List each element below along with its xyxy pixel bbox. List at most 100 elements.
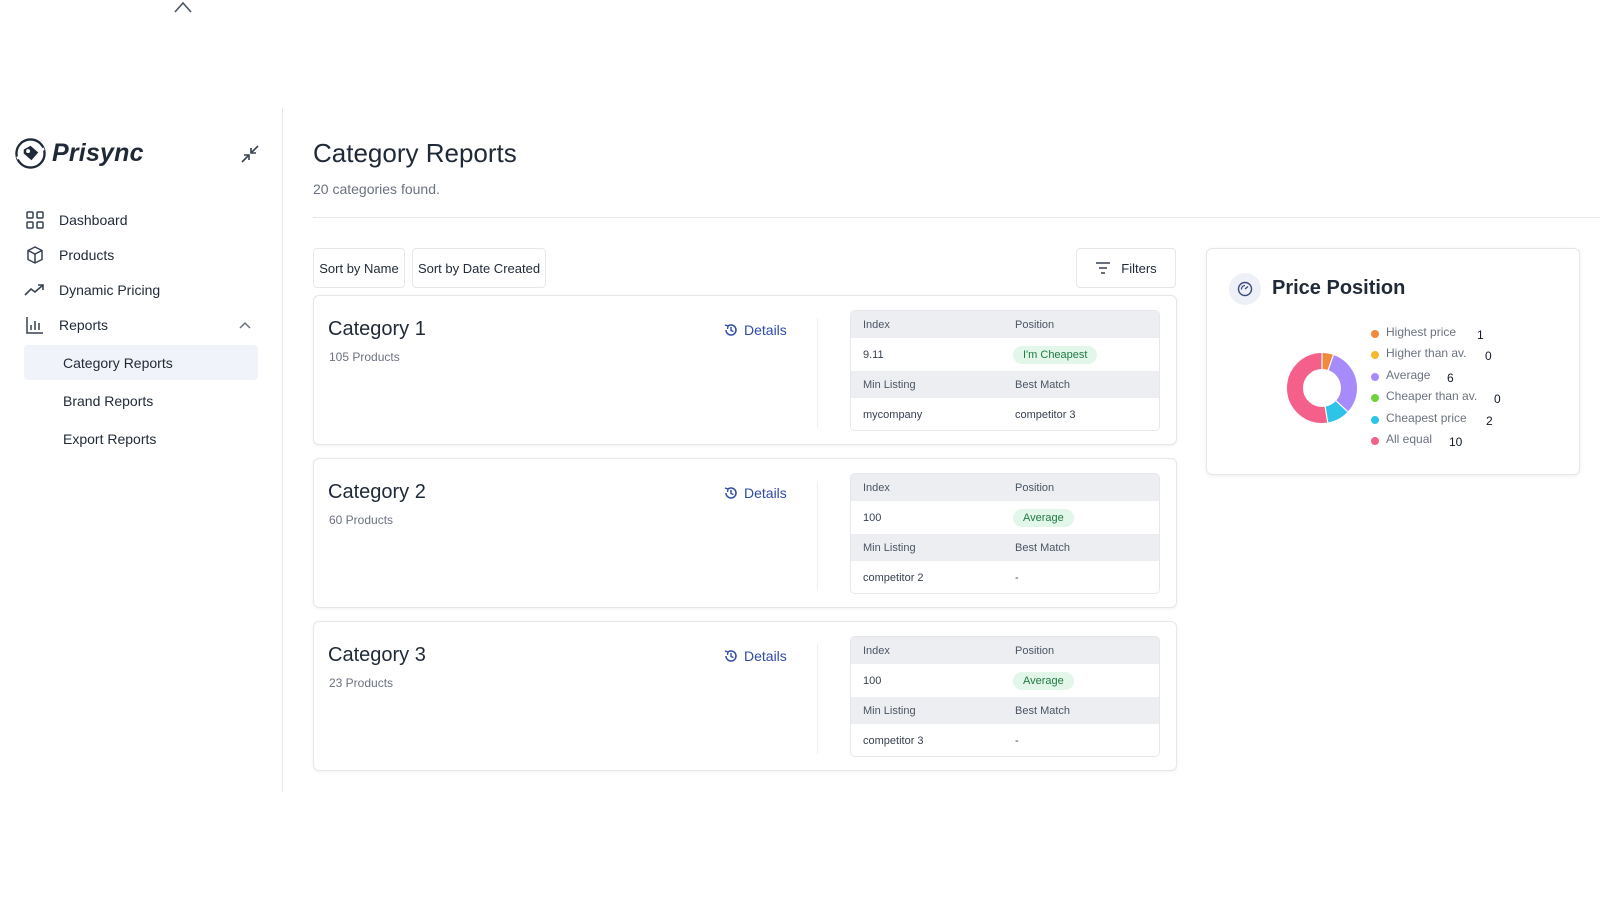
table-row: competitor 2 - xyxy=(851,561,1159,593)
table-header-row: Min Listing Best Match xyxy=(851,534,1159,561)
legend-item: Cheaper than av. 0 xyxy=(1371,389,1571,410)
bar-chart-icon xyxy=(24,314,46,336)
page-title: Category Reports xyxy=(313,138,517,168)
category-card: Category 2 60 Products Details Index Pos… xyxy=(313,458,1177,608)
legend-value: 1 xyxy=(1477,328,1484,342)
details-link[interactable]: Details xyxy=(723,485,787,501)
table-row: mycompany competitor 3 xyxy=(851,398,1159,430)
sidebar-item-dynamic-pricing[interactable]: Dynamic Pricing xyxy=(24,272,258,307)
column-header-position: Position xyxy=(1015,644,1055,657)
price-position-legend: Highest price 1 Higher than av. 0 Averag… xyxy=(1371,325,1571,453)
legend-dot xyxy=(1371,330,1379,338)
table-row: 100 Average xyxy=(851,664,1159,697)
category-summary-table: Index Position 100 Average Min Listing B… xyxy=(850,473,1160,594)
details-label: Details xyxy=(744,648,787,664)
column-header-index: Index xyxy=(863,644,890,657)
legend-item: Cheapest price 2 xyxy=(1371,411,1571,432)
category-summary-table: Index Position 9.11 I'm Cheapest Min Lis… xyxy=(850,310,1160,431)
sidebar-item-label: Products xyxy=(59,246,115,263)
column-header-best-match: Best Match xyxy=(1015,704,1071,717)
table-row: 100 Average xyxy=(851,501,1159,534)
details-label: Details xyxy=(744,322,787,338)
price-position-panel: Price Position Highest price 1 Higher th… xyxy=(1206,248,1580,475)
sidebar-item-reports[interactable]: Reports xyxy=(24,307,258,342)
sidebar-item-brand-reports[interactable]: Brand Reports xyxy=(63,392,154,409)
grid-icon xyxy=(24,209,46,231)
table-row: 9.11 I'm Cheapest xyxy=(851,338,1159,371)
legend-item: Higher than av. 0 xyxy=(1371,346,1571,367)
chevron-up-icon[interactable] xyxy=(238,318,252,332)
details-label: Details xyxy=(744,485,787,501)
filter-icon xyxy=(1096,262,1111,274)
best-match-value: competitor 3 xyxy=(1015,408,1076,421)
category-product-count: 105 Products xyxy=(329,350,400,364)
legend-dot xyxy=(1371,372,1379,381)
min-listing-value: competitor 2 xyxy=(863,571,924,584)
divider xyxy=(817,644,818,754)
category-card: Category 3 23 Products Details Index Pos… xyxy=(313,621,1177,771)
table-row: competitor 3 - xyxy=(851,724,1159,756)
sort-by-date-button[interactable]: Sort by Date Created xyxy=(412,248,546,288)
main-nav: Dashboard Products Dynamic Pricing xyxy=(24,202,258,456)
gauge-icon xyxy=(1229,273,1261,305)
column-header-position: Position xyxy=(1015,318,1055,331)
column-header-min-listing: Min Listing xyxy=(863,378,916,391)
filters-button[interactable]: Filters xyxy=(1076,248,1176,288)
donut-slice-separator xyxy=(1335,400,1349,413)
category-product-count: 23 Products xyxy=(329,676,394,690)
index-value: 100 xyxy=(863,511,882,524)
divider xyxy=(817,318,818,428)
legend-value: 6 xyxy=(1447,370,1454,385)
legend-value: 0 xyxy=(1485,349,1492,364)
category-title: Category 3 xyxy=(328,644,426,666)
sidebar-item-dashboard[interactable]: Dashboard xyxy=(24,202,258,237)
table-header-row: Min Listing Best Match xyxy=(851,371,1159,398)
price-position-donut-chart xyxy=(1287,353,1357,423)
sidebar-item-label: Reports xyxy=(59,316,109,333)
legend-value: 0 xyxy=(1494,392,1501,407)
donut-slice-separator xyxy=(1324,406,1329,423)
position-badge: Average xyxy=(1013,508,1074,527)
column-header-index: Index xyxy=(863,318,890,331)
column-header-position: Position xyxy=(1015,481,1055,494)
details-link[interactable]: Details xyxy=(723,648,787,664)
table-header-row: Min Listing Best Match xyxy=(851,697,1159,724)
chevron-up-icon[interactable] xyxy=(172,0,194,14)
legend-dot xyxy=(1371,436,1379,445)
sidebar: Prisync Dashboard xyxy=(0,108,283,792)
legend-value: 2 xyxy=(1486,413,1493,428)
brand-logo[interactable]: Prisync xyxy=(14,136,144,170)
sidebar-item-export-reports[interactable]: Export Reports xyxy=(63,430,157,447)
column-header-index: Index xyxy=(863,481,890,494)
legend-item: Highest price 1 xyxy=(1371,325,1571,346)
table-header-row: Index Position xyxy=(851,311,1159,338)
history-icon xyxy=(724,324,737,336)
sort-by-name-button[interactable]: Sort by Name xyxy=(313,248,405,288)
legend-value: 10 xyxy=(1449,434,1463,449)
column-header-best-match: Best Match xyxy=(1015,541,1071,554)
legend-label: Higher than av. xyxy=(1386,346,1467,361)
history-icon xyxy=(724,650,737,662)
filters-label: Filters xyxy=(1121,260,1157,276)
position-badge: I'm Cheapest xyxy=(1013,345,1098,364)
index-value: 100 xyxy=(863,674,882,687)
prisync-logo-icon xyxy=(15,137,46,169)
box-icon xyxy=(24,244,46,266)
min-listing-value: competitor 3 xyxy=(863,734,924,747)
min-listing-value: mycompany xyxy=(863,408,923,421)
sidebar-item-category-reports[interactable]: Category Reports xyxy=(24,345,258,380)
sidebar-item-products[interactable]: Products xyxy=(24,237,258,272)
details-link[interactable]: Details xyxy=(723,322,787,338)
brand-name: Prisync xyxy=(52,138,144,167)
sidebar-item-label: Dynamic Pricing xyxy=(59,281,161,298)
donut-slice-separator xyxy=(1327,354,1334,371)
history-icon xyxy=(724,487,737,499)
legend-item: Average 6 xyxy=(1371,368,1571,389)
index-value: 9.11 xyxy=(863,348,884,361)
table-header-row: Index Position xyxy=(851,637,1159,664)
legend-dot xyxy=(1371,351,1379,360)
collapse-sidebar-icon[interactable] xyxy=(238,142,262,166)
table-header-row: Index Position xyxy=(851,474,1159,501)
price-position-title: Price Position xyxy=(1272,277,1406,299)
legend-label: Highest price xyxy=(1386,325,1457,339)
